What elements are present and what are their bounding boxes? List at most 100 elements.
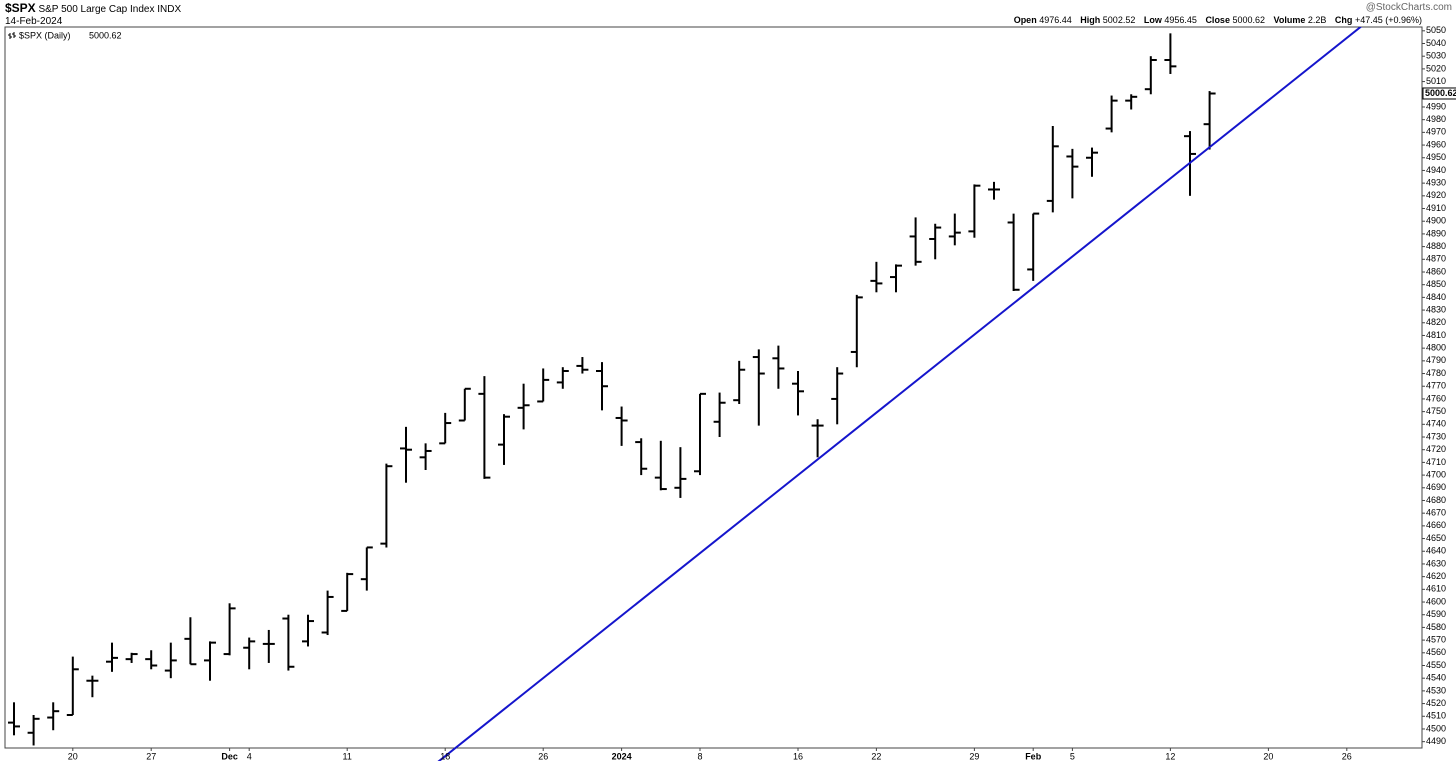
y-tick-label: 4840 <box>1426 292 1446 302</box>
x-tick-label: 26 <box>538 751 548 761</box>
y-tick-label: 4980 <box>1426 114 1446 124</box>
y-tick-label: 4720 <box>1426 444 1446 454</box>
x-tick-label: 18 <box>440 751 450 761</box>
y-tick-label: 4910 <box>1426 203 1446 213</box>
y-tick-label: 4880 <box>1426 241 1446 251</box>
y-tick-label: 4560 <box>1426 647 1446 657</box>
y-tick-label: 4490 <box>1426 736 1446 746</box>
axes: 4490450045104520453045404550456045704580… <box>68 25 1456 761</box>
legend: $SPX (Daily) 5000.62 <box>8 30 122 40</box>
volume-value: 2.2B <box>1307 15 1327 25</box>
y-tick-label: 4600 <box>1426 596 1446 606</box>
change-label: Chg <box>1334 15 1353 25</box>
y-tick-label: 4890 <box>1426 228 1446 238</box>
y-tick-label: 5030 <box>1426 51 1446 61</box>
x-tick-label: Dec <box>221 751 238 761</box>
y-tick-label: 5040 <box>1426 38 1446 48</box>
y-tick-label: 4660 <box>1426 520 1446 530</box>
y-tick-label: 4850 <box>1426 279 1446 289</box>
low-label: Low <box>1143 15 1162 25</box>
y-tick-label: 4500 <box>1426 723 1446 733</box>
y-tick-label: 4700 <box>1426 469 1446 479</box>
y-tick-label: 4920 <box>1426 190 1446 200</box>
x-tick-label: 22 <box>871 751 881 761</box>
low-value: 4956.45 <box>1164 15 1197 25</box>
y-tick-label: 4810 <box>1426 330 1446 340</box>
y-tick-label: 4520 <box>1426 698 1446 708</box>
last-price-box <box>1422 87 1456 100</box>
y-tick-label: 5010 <box>1426 76 1446 86</box>
y-tick-label: 4570 <box>1426 634 1446 644</box>
y-tick-label: 4990 <box>1426 101 1446 111</box>
trendline-layer <box>437 27 1363 761</box>
close-value: 5000.62 <box>1232 15 1266 25</box>
bars <box>8 33 1216 746</box>
x-tick-label: 8 <box>697 751 702 761</box>
volume-label: Volume <box>1273 15 1306 25</box>
y-tick-label: 4620 <box>1426 571 1446 581</box>
y-tick-label: 4970 <box>1426 127 1446 137</box>
y-tick-label: 4710 <box>1426 457 1446 467</box>
y-tick-label: 4830 <box>1426 304 1446 314</box>
legend-value: 5000.62 <box>89 30 122 40</box>
symbol: $SPX <box>5 1 36 15</box>
y-tick-label: 4730 <box>1426 431 1446 441</box>
legend-icon <box>8 32 16 39</box>
y-tick-label: 4510 <box>1426 711 1446 721</box>
last-price-label: 5000.62 <box>1425 88 1456 98</box>
plot-frame <box>4 26 1423 749</box>
x-tick-label: 20 <box>1263 751 1273 761</box>
x-tick-label: 20 <box>68 751 78 761</box>
y-tick-label: 4750 <box>1426 406 1446 416</box>
x-tick-label: 27 <box>146 751 156 761</box>
y-tick-label: 4530 <box>1426 685 1446 695</box>
y-tick-label: 4550 <box>1426 660 1446 670</box>
legend-label: $SPX (Daily) <box>19 30 71 40</box>
x-tick-label: 5 <box>1070 751 1075 761</box>
x-tick-label: 11 <box>343 751 352 761</box>
y-tick-label: 4740 <box>1426 419 1446 429</box>
y-tick-label: 4860 <box>1426 266 1446 276</box>
y-tick-label: 4870 <box>1426 254 1446 264</box>
y-tick-label: 4680 <box>1426 495 1446 505</box>
y-tick-label: 4630 <box>1426 558 1446 568</box>
high-label: High <box>1080 15 1101 25</box>
y-tick-label: 4940 <box>1426 165 1446 175</box>
y-tick-label: 4960 <box>1426 139 1446 149</box>
open-value: 4976.44 <box>1039 15 1072 25</box>
y-tick-label: 4950 <box>1426 152 1446 162</box>
x-tick-label: 16 <box>793 751 803 761</box>
high-value: 5002.52 <box>1102 15 1136 25</box>
y-tick-label: 4580 <box>1426 622 1446 632</box>
y-tick-label: 4650 <box>1426 533 1446 543</box>
y-tick-label: 4760 <box>1426 393 1446 403</box>
header-left: $SPX S&P 500 Large Cap Index INDX 14-Feb… <box>5 2 181 28</box>
change-value: +47.45 (+0.96%) <box>1354 15 1422 25</box>
y-tick-label: 4930 <box>1426 178 1446 188</box>
y-tick-label: 4690 <box>1426 482 1446 492</box>
x-tick-label: 2024 <box>612 751 632 761</box>
y-tick-label: 4670 <box>1426 508 1446 518</box>
y-tick-label: 5020 <box>1426 63 1446 73</box>
x-tick-label: 12 <box>1165 751 1175 761</box>
y-tick-label: 4770 <box>1426 381 1446 391</box>
title: S&P 500 Large Cap Index <box>38 4 155 15</box>
exchange: INDX <box>157 4 182 15</box>
close-label: Close <box>1205 15 1230 25</box>
y-tick-label: 5050 <box>1426 25 1446 35</box>
y-tick-label: 4900 <box>1426 216 1446 226</box>
x-tick-label: Feb <box>1025 751 1042 761</box>
y-tick-label: 4610 <box>1426 584 1446 594</box>
x-tick-label: 26 <box>1342 751 1352 761</box>
y-tick-label: 4590 <box>1426 609 1446 619</box>
y-tick-label: 4820 <box>1426 317 1446 327</box>
open-label: Open <box>1013 15 1037 25</box>
date: 14-Feb-2024 <box>5 16 63 27</box>
x-tick-label: 4 <box>247 751 252 761</box>
y-tick-label: 4790 <box>1426 355 1446 365</box>
y-tick-label: 4640 <box>1426 546 1446 556</box>
x-tick-label: 29 <box>969 751 979 761</box>
y-tick-label: 4800 <box>1426 343 1446 353</box>
y-tick-label: 4780 <box>1426 368 1446 378</box>
